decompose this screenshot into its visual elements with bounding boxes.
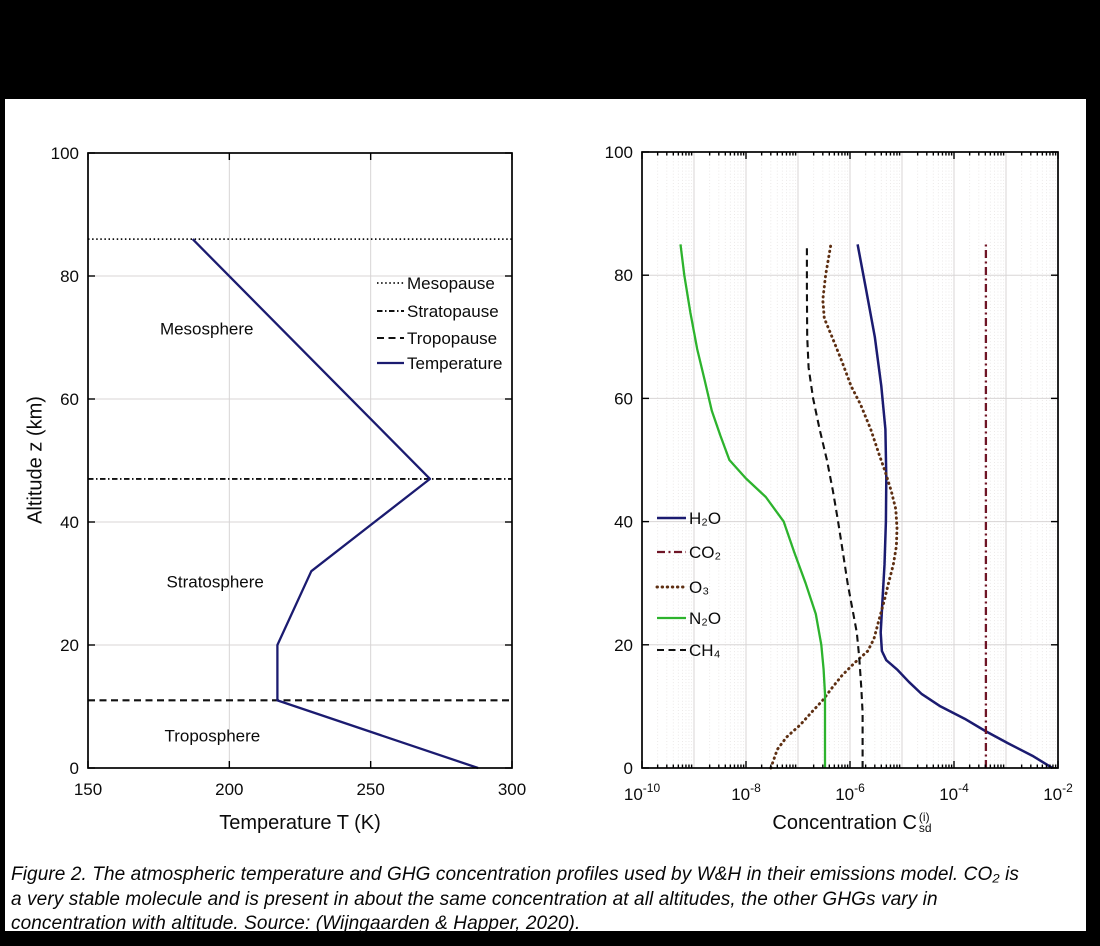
x-tick-label: 10-6 [835,781,865,804]
y-tick-label: 60 [60,390,79,409]
y-tick-label: 40 [614,513,633,532]
region-label-mesosphere: Mesosphere [160,319,254,338]
region-label-stratosphere: Stratosphere [167,573,264,592]
y-tick-label: 0 [624,759,633,778]
y-tick-label: 80 [614,266,633,285]
x-tick-label: 200 [215,780,243,799]
caption-line-3: concentration with altitude. Source: (Wi… [11,913,581,934]
left-chart-ylabel: Altitude z (km) [24,396,47,524]
temperature-profile-series [88,238,512,770]
y-tick-label: 20 [614,636,633,655]
y-tick-label: 0 [70,759,79,778]
ghg-concentration-profile-grid [642,152,1058,768]
legend-label-temperature: Temperature [407,354,502,373]
caption-line-1: Figure 2. The atmospheric temperature an… [11,864,1020,885]
series-ch4-line [805,244,864,768]
ghg-concentration-profile-series [679,242,1054,770]
right-chart-xlabel: Concentration C (i) sd [772,810,932,835]
ghg-concentration-profile-ticks [641,151,1059,769]
left-chart-xlabel: Temperature T (K) [219,812,381,834]
legend-label-ch4: CH₄ [689,641,721,660]
temperature-profile-grid [88,153,512,768]
temperature-profile-legend: Mesopause Stratopause Tropopause Temperatur… [377,274,502,373]
left-border [0,99,5,946]
temperature-profile-ticks [87,152,513,769]
x-tick-label: 10-2 [1043,781,1073,804]
plot-frame [87,152,513,769]
series-n2o-line [679,244,827,768]
legend-label-tropopause: Tropopause [407,329,497,348]
caption-line-2: a very stable molecule and is present in… [11,888,938,910]
x-tick-label: 10-4 [939,781,969,804]
x-tick-label: 150 [74,780,102,799]
y-tick-label: 40 [60,513,79,532]
y-tick-label: 20 [60,636,79,655]
right-xlabel-subscript: sd [918,821,932,835]
right-xlabel-base: Concentration C [772,812,917,834]
x-tick-label: 250 [356,780,384,799]
x-tick-label: 300 [498,780,526,799]
legend-label-h2o: H₂O [689,509,721,528]
y-tick-label: 100 [605,143,633,162]
legend-label-stratopause: Stratopause [407,302,499,321]
series-h2o-line [856,244,1054,770]
ghg-concentration-profile-chart: 10-10 10-8 10-6 10-4 10-2 0 20 40 60 80 100 H₂O CO₂ O… [605,143,1073,804]
legend-label-o3: O₃ [689,578,709,597]
y-tick-label: 100 [51,144,79,163]
legend-label-mesopause: Mesopause [407,274,495,293]
y-tick-label: 80 [60,267,79,286]
right-xlabel-superscript: (i) [918,810,930,824]
x-tick-label: 10-10 [624,781,661,804]
legend-label-co2: CO₂ [689,543,721,562]
ghg-concentration-profile-tick-labels: 10-10 10-8 10-6 10-4 10-2 0 20 40 60 80 100 [605,143,1073,804]
figure-caption: Figure 2. The atmospheric temperature an… [11,863,1083,937]
region-label-troposphere: Troposphere [164,726,260,745]
temperature-profile-chart: 150 200 250 300 0 20 40 60 80 100 Mesosphere Strato… [51,144,527,799]
top-border-band [0,0,1100,99]
right-xlabel-supsub: (i) sd [918,810,932,835]
temperature-profile-tick-labels: 150 200 250 300 0 20 40 60 80 100 [51,144,527,799]
right-border [1086,99,1100,946]
ghg-concentration-profile-legend: H₂O CO₂ O₃ N₂O CH₄ [655,509,721,660]
legend-label-n2o: N₂O [689,609,721,628]
bottom-border [0,931,1100,946]
y-tick-label: 60 [614,389,633,408]
x-tick-label: 10-8 [731,781,761,804]
series-temperature-line [191,238,479,770]
